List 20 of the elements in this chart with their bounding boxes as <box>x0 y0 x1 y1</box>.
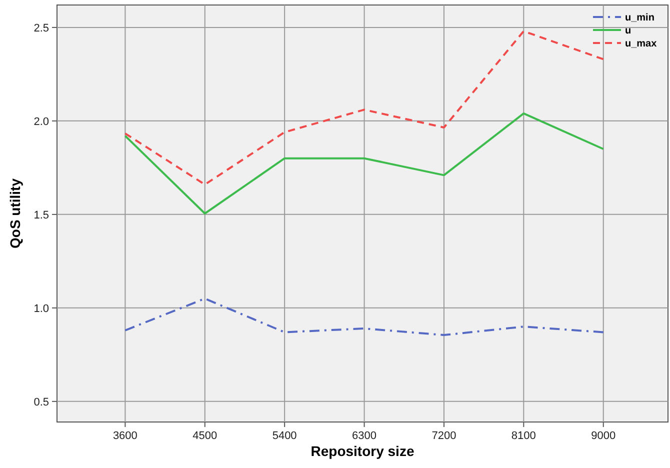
y-tick-label: 2.0 <box>34 116 49 128</box>
x-tick-label: 7200 <box>432 430 456 442</box>
x-axis-title: Repository size <box>310 443 414 459</box>
y-tick-label: 1.5 <box>34 209 49 222</box>
legend-label: u <box>625 26 632 36</box>
x-tick-label: 4500 <box>192 430 218 442</box>
y-tick-label: 1.0 <box>34 302 49 315</box>
x-tick-label: 3600 <box>112 430 138 442</box>
x-tick-label: 9000 <box>591 430 616 442</box>
x-tick-label: 5400 <box>272 430 297 442</box>
y-axis-title: QoS utility <box>7 178 23 248</box>
y-tick-label: 2.5 <box>34 22 49 34</box>
x-tick-label: 8100 <box>511 430 536 442</box>
x-tick-label: 6300 <box>352 430 377 442</box>
line-series <box>124 30 604 186</box>
legend-label: u_max <box>625 38 658 50</box>
line-series <box>124 298 604 336</box>
y-tick-label: 0.5 <box>34 396 49 408</box>
line-series <box>124 112 604 214</box>
legend-label: u_min <box>625 12 654 24</box>
